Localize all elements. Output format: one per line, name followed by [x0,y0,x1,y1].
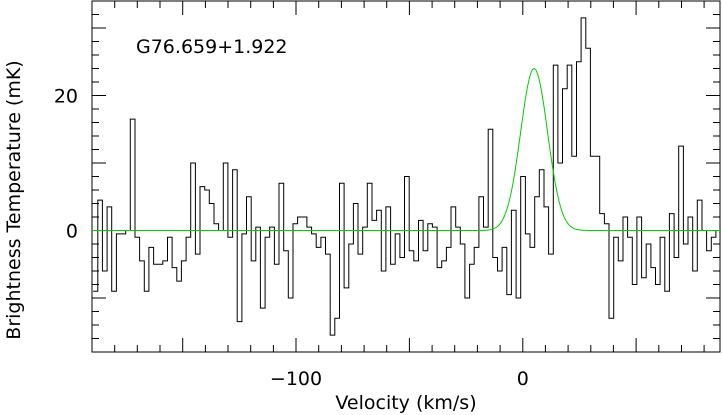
x-tick-label: 0 [517,368,529,390]
plot-area [92,17,720,336]
y-tick-label: 20 [54,86,78,108]
x-tick-label: −100 [270,368,322,390]
axis-tick-labels: −100 0 0 20 [54,86,529,391]
spectrum-series-line [93,17,720,336]
y-axis-label: Brightness Temperature (mK) [3,60,25,339]
x-axis-label: Velocity (km/s) [335,392,476,414]
source-annotation: G76.659+1.922 [136,36,288,58]
y-tick-label: 0 [66,221,78,243]
axis-ticks [91,0,720,353]
gaussian-fit-line [92,68,720,231]
